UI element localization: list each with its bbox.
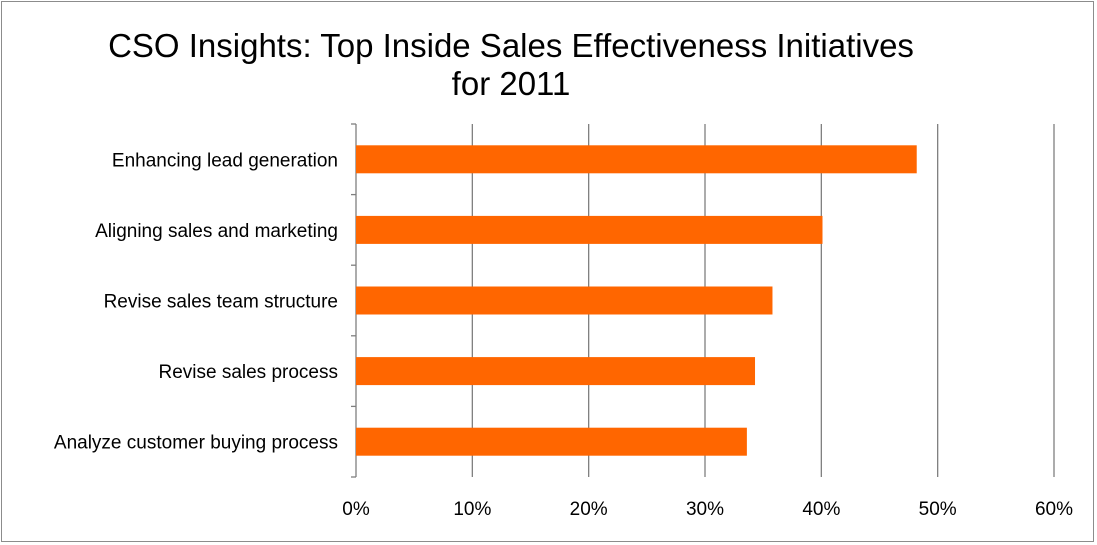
chart-title: CSO Insights: Top Inside Sales Effective… bbox=[0, 27, 1022, 103]
chart-title-line-2: for 2011 bbox=[451, 65, 571, 102]
bar-1 bbox=[356, 215, 823, 244]
chart-title-line-1: CSO Insights: Top Inside Sales Effective… bbox=[108, 27, 914, 64]
x-tick-label-0: 0% bbox=[342, 499, 370, 520]
category-label-4: Analyze customer buying process bbox=[54, 433, 338, 454]
x-tick-label-1: 10% bbox=[453, 499, 491, 520]
category-label-2: Revise sales team structure bbox=[104, 292, 338, 313]
category-label-0: Enhancing lead generation bbox=[112, 150, 338, 171]
x-tick-label-6: 60% bbox=[1035, 499, 1073, 520]
bar-2 bbox=[356, 286, 773, 315]
bar-3 bbox=[356, 357, 756, 386]
category-label-3: Revise sales process bbox=[158, 362, 338, 383]
x-tick-label-5: 50% bbox=[919, 499, 957, 520]
x-tick-label-4: 40% bbox=[802, 499, 840, 520]
x-tick-label-2: 20% bbox=[570, 499, 608, 520]
x-tick-label-3: 30% bbox=[686, 499, 724, 520]
bar-4 bbox=[356, 427, 747, 456]
category-label-1: Aligning sales and marketing bbox=[95, 221, 338, 242]
bar-0 bbox=[356, 145, 917, 174]
